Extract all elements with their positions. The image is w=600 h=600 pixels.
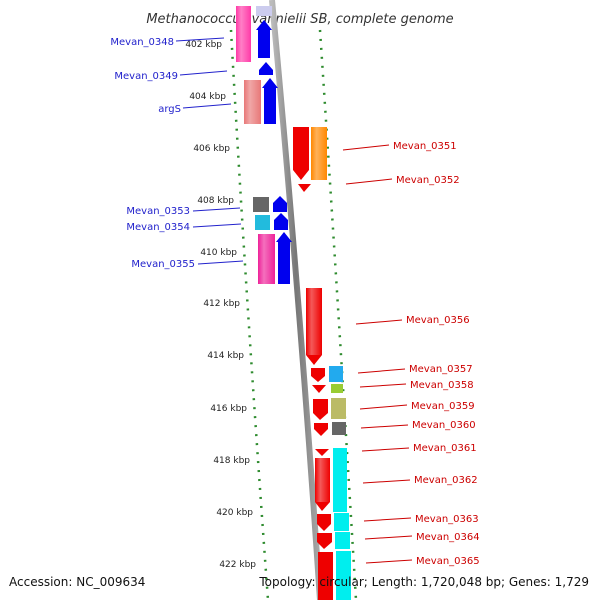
gene-label[interactable]: Mevan_0358: [410, 380, 474, 391]
gene-label[interactable]: Mevan_0361: [413, 443, 477, 454]
gene-label[interactable]: argS: [158, 104, 181, 115]
gene-mevan-0357[interactable]: [311, 366, 343, 382]
accession-label: Accession: NC_009634: [9, 575, 145, 589]
tick-label: 414 kbp: [207, 351, 244, 361]
right-gene-labels: Mevan_0351 Mevan_0352 Mevan_0356 Mevan_0…: [393, 141, 480, 567]
map-title: Methanococcus vannielii SB, complete gen…: [146, 12, 453, 27]
gene-mevan-0349[interactable]: [259, 62, 273, 75]
gene-label[interactable]: Mevan_0364: [416, 532, 480, 543]
tick-label: 406 kbp: [193, 144, 230, 154]
gene-label[interactable]: Mevan_0360: [412, 420, 476, 431]
gene-label[interactable]: Mevan_0348: [110, 37, 174, 48]
gene-label[interactable]: Mevan_0354: [126, 222, 190, 233]
gene-args[interactable]: [244, 78, 278, 124]
gene-mevan-0358[interactable]: [312, 384, 343, 393]
gene-mevan-0365[interactable]: [318, 551, 351, 600]
gene-mevan-0361[interactable]: [315, 448, 347, 512]
gene-mevan-0364[interactable]: [317, 532, 350, 549]
tick-label: 404 kbp: [189, 92, 226, 102]
right-leader-lines: [342, 144, 413, 564]
tick-labels: 402 kbp 404 kbp 406 kbp 408 kbp 410 kbp …: [185, 40, 256, 570]
gene-label[interactable]: Mevan_0349: [114, 71, 178, 82]
tick-label: 402 kbp: [185, 40, 222, 50]
gene-mevan-0354[interactable]: [255, 213, 288, 230]
gene-mevan-0360[interactable]: [314, 422, 346, 436]
gene-mevan-0352[interactable]: [298, 184, 311, 192]
gene-mevan-0359[interactable]: [313, 398, 346, 420]
gene-mevan-0362[interactable]: [315, 458, 330, 511]
tick-label: 410 kbp: [200, 248, 237, 258]
tick-label: 422 kbp: [219, 560, 256, 570]
gene-mevan-0356[interactable]: [306, 288, 322, 365]
tick-label: 408 kbp: [197, 196, 234, 206]
left-leader-lines: [175, 37, 244, 265]
gene-label[interactable]: Mevan_0356: [406, 315, 470, 326]
tick-label: 412 kbp: [203, 299, 240, 309]
gene-mevan-0363[interactable]: [317, 513, 349, 531]
gene-label[interactable]: Mevan_0351: [393, 141, 457, 152]
left-gene-labels: Mevan_0348 Mevan_0349 argS Mevan_0353 Me…: [110, 37, 195, 270]
gene-label[interactable]: Mevan_0359: [411, 401, 475, 412]
gene-label[interactable]: Mevan_0357: [409, 364, 473, 375]
gene-label[interactable]: Mevan_0362: [414, 475, 478, 486]
gene-label[interactable]: Mevan_0363: [415, 514, 479, 525]
tick-label: 416 kbp: [210, 404, 247, 414]
gene-label[interactable]: Mevan_0355: [131, 259, 195, 270]
gene-mevan-0348[interactable]: [236, 6, 272, 62]
genome-backbone: [269, 0, 323, 600]
gene-label[interactable]: Mevan_0365: [416, 556, 480, 567]
gene-label[interactable]: Mevan_0352: [396, 175, 460, 186]
gene-mevan-0351[interactable]: [293, 127, 327, 180]
tick-label: 420 kbp: [216, 508, 253, 518]
gene-label[interactable]: Mevan_0353: [126, 206, 190, 217]
gene-mevan-0353[interactable]: [253, 196, 287, 212]
topology-label: Topology: circular; Length: 1,720,048 bp…: [258, 575, 589, 589]
gene-mevan-0355[interactable]: [258, 232, 292, 284]
tick-label: 418 kbp: [213, 456, 250, 466]
